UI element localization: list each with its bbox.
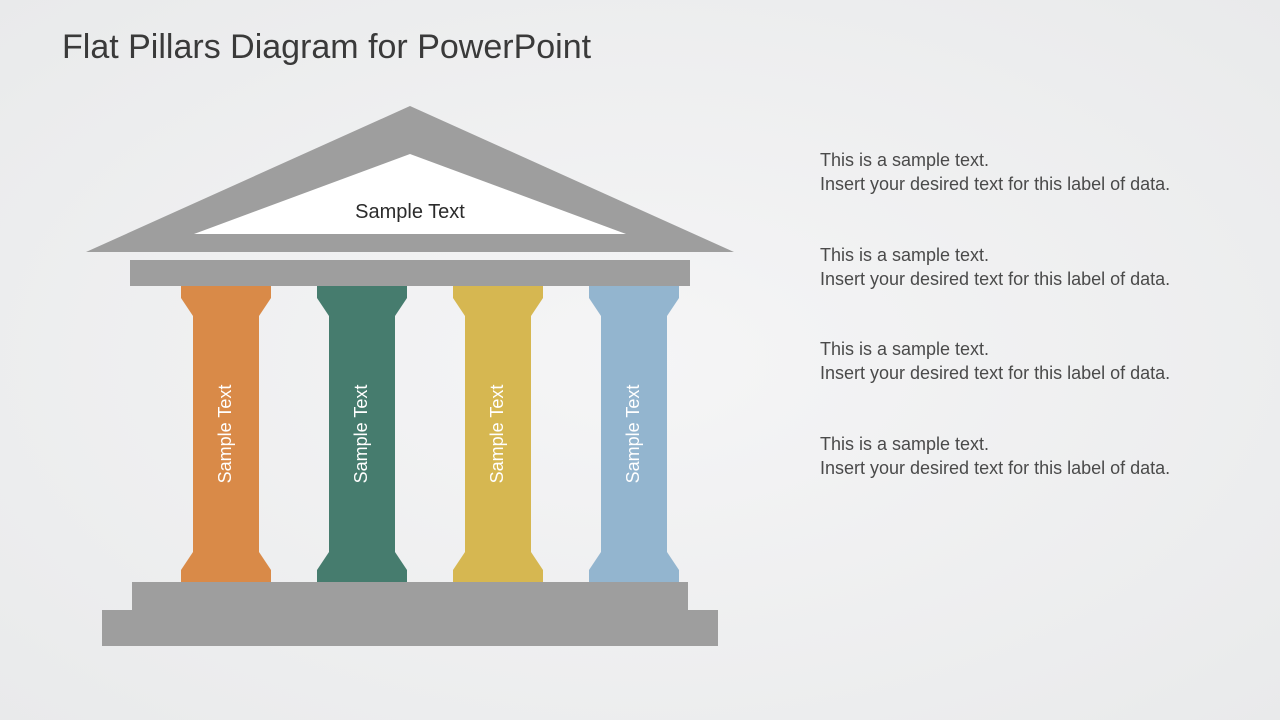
- pillar-label: Sample Text: [623, 385, 643, 484]
- pillar: Sample Text: [317, 286, 407, 582]
- side-text-container: This is a sample text. Insert your desir…: [820, 148, 1200, 480]
- roof-label: Sample Text: [355, 201, 465, 223]
- pillar: Sample Text: [589, 286, 679, 582]
- side-text-block: This is a sample text. Insert your desir…: [820, 148, 1200, 197]
- side-text-block: This is a sample text. Insert your desir…: [820, 337, 1200, 386]
- pillar: Sample Text: [181, 286, 271, 582]
- pillar: Sample Text: [453, 286, 543, 582]
- side-text-block: This is a sample text. Insert your desir…: [820, 243, 1200, 292]
- pillar-label: Sample Text: [351, 385, 371, 484]
- step-lower: [102, 610, 718, 646]
- pillars-diagram: Sample Text Sample Text Sample Text Sample …: [70, 100, 750, 680]
- page-title: Flat Pillars Diagram for PowerPoint: [62, 28, 591, 67]
- step-upper: [132, 582, 688, 610]
- entablature: [130, 260, 690, 286]
- pillar-label: Sample Text: [487, 385, 507, 484]
- pillar-label: Sample Text: [215, 385, 235, 484]
- side-text-block: This is a sample text. Insert your desir…: [820, 432, 1200, 481]
